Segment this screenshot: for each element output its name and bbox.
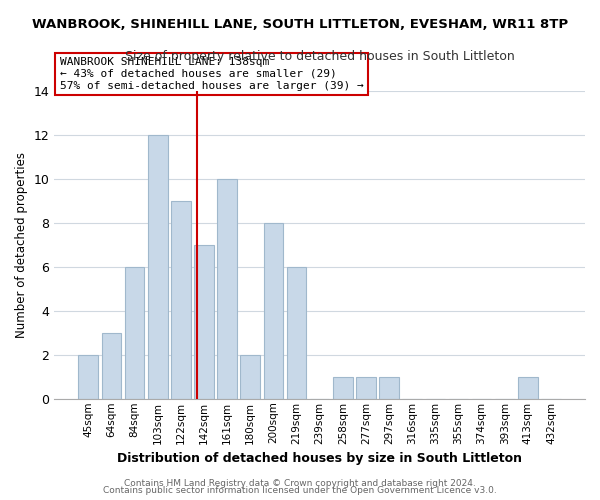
Bar bbox=[101, 332, 121, 399]
Title: Size of property relative to detached houses in South Littleton: Size of property relative to detached ho… bbox=[125, 50, 515, 63]
Text: Contains HM Land Registry data © Crown copyright and database right 2024.: Contains HM Land Registry data © Crown c… bbox=[124, 478, 476, 488]
Bar bbox=[241, 354, 260, 399]
Bar bbox=[379, 376, 399, 399]
Text: WANBROOK SHINEHILL LANE: 138sqm
← 43% of detached houses are smaller (29)
57% of: WANBROOK SHINEHILL LANE: 138sqm ← 43% of… bbox=[59, 58, 364, 90]
Bar bbox=[287, 266, 307, 399]
Bar bbox=[148, 134, 167, 399]
Bar bbox=[125, 266, 145, 399]
Bar bbox=[79, 354, 98, 399]
Bar bbox=[333, 376, 353, 399]
Text: Contains public sector information licensed under the Open Government Licence v3: Contains public sector information licen… bbox=[103, 486, 497, 495]
X-axis label: Distribution of detached houses by size in South Littleton: Distribution of detached houses by size … bbox=[117, 452, 522, 465]
Bar bbox=[171, 200, 191, 399]
Bar bbox=[518, 376, 538, 399]
Bar bbox=[263, 222, 283, 399]
Text: WANBROOK, SHINEHILL LANE, SOUTH LITTLETON, EVESHAM, WR11 8TP: WANBROOK, SHINEHILL LANE, SOUTH LITTLETO… bbox=[32, 18, 568, 30]
Y-axis label: Number of detached properties: Number of detached properties bbox=[15, 152, 28, 338]
Bar bbox=[217, 178, 237, 399]
Bar bbox=[194, 244, 214, 399]
Bar bbox=[356, 376, 376, 399]
